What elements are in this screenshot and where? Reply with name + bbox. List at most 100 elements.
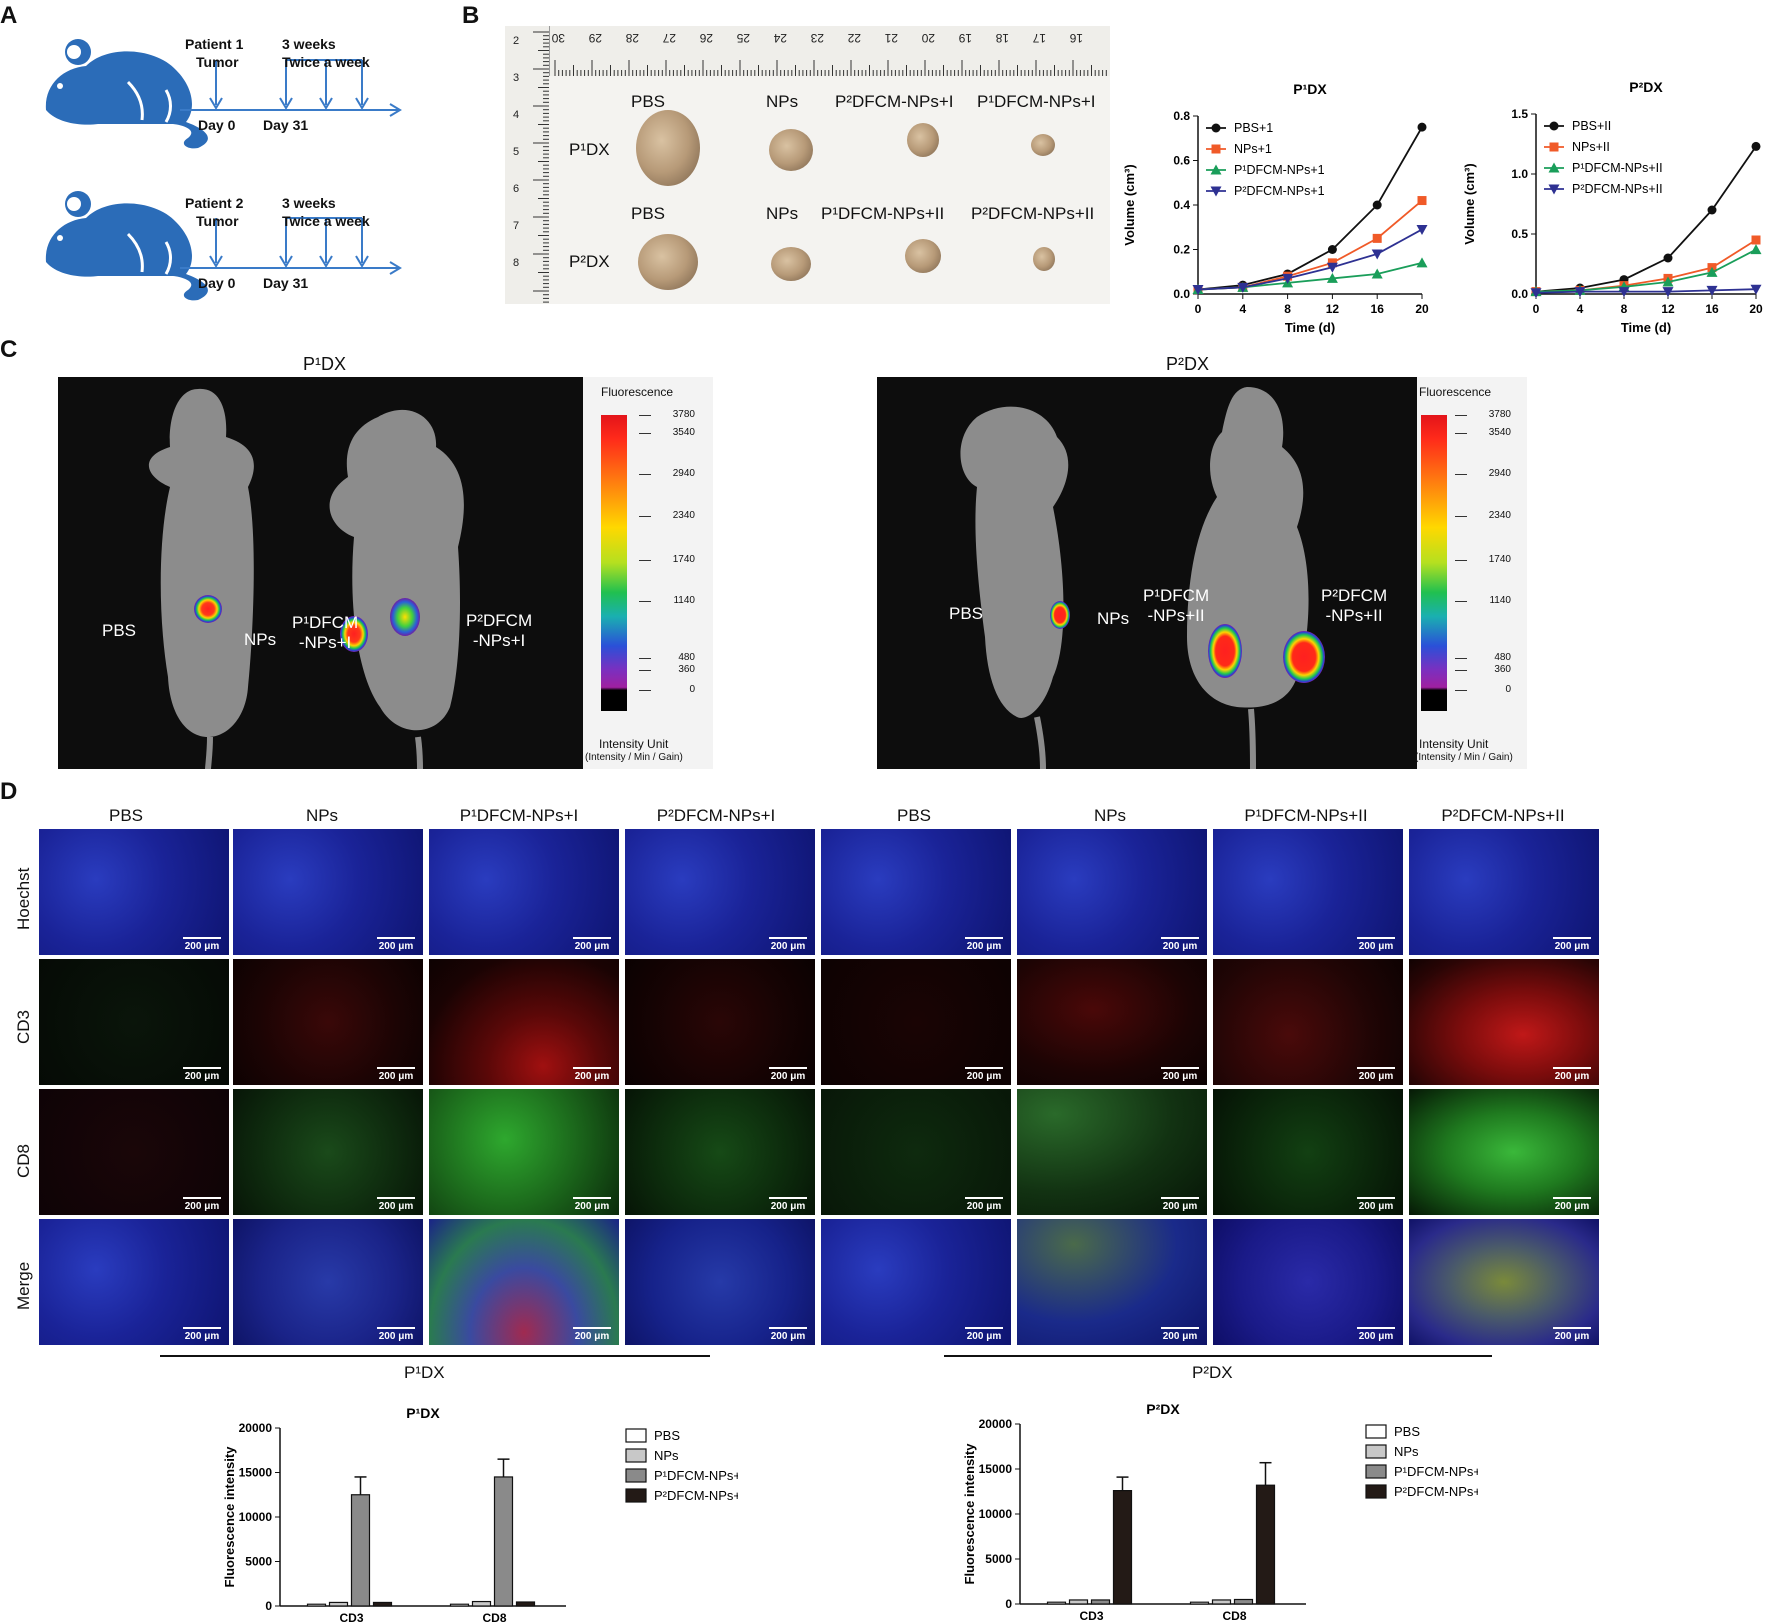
bar xyxy=(1068,1599,1089,1605)
y-tick-label: 0.5 xyxy=(1511,227,1528,241)
scale-bar: 200 μm xyxy=(1357,1197,1395,1212)
microscopy-image: 200 μm xyxy=(1212,1218,1404,1346)
scale-tick xyxy=(1455,690,1467,692)
day0-label: Day 0 xyxy=(198,117,236,133)
y-tick-label: 1.0 xyxy=(1511,167,1528,181)
scale-bar: 200 μm xyxy=(573,1067,611,1082)
ruler-number: 30 xyxy=(551,31,565,45)
microscopy-image: 200 μm xyxy=(1408,1088,1600,1216)
tumor-label: Tumor xyxy=(196,213,239,229)
y-tick-label: 0 xyxy=(1005,1597,1012,1611)
scale-bar-label: 200 μm xyxy=(1358,941,1394,952)
scale-bar-label: 200 μm xyxy=(1554,1071,1590,1082)
microscopy-image: 200 μm xyxy=(820,828,1012,956)
image-title: P²DX xyxy=(1166,354,1210,374)
x-tick-label: 8 xyxy=(1284,302,1291,316)
scale-tick-label: 3540 xyxy=(1488,426,1511,438)
scale-bar: 200 μm xyxy=(1357,1067,1395,1082)
series-line xyxy=(1535,248,1757,293)
scale-tick-label: 1140 xyxy=(673,595,695,607)
ruler-number: 23 xyxy=(810,31,824,45)
column-header: PBS xyxy=(896,806,932,825)
photo-col-label: NPs xyxy=(766,92,799,111)
legend-label: P¹DFCM-NPs+1 xyxy=(1234,163,1325,177)
ivis-scale-left: Fluorescence Intensity Unit (Intensity /… xyxy=(583,377,713,769)
microscopy-image: 200 μm xyxy=(1408,1218,1600,1346)
scale-bar-label: 200 μm xyxy=(184,1331,220,1342)
legend-marker xyxy=(1548,184,1560,195)
scale-bar-label: 200 μm xyxy=(574,1201,610,1212)
ruler-number: 17 xyxy=(1032,31,1046,45)
x-tick-label: 0 xyxy=(1195,302,1202,316)
legend-swatch xyxy=(625,1428,647,1443)
data-point xyxy=(1192,285,1204,296)
microscopy-image: 200 μm xyxy=(428,828,620,956)
microscopy-image: 200 μm xyxy=(428,1218,620,1346)
group-line xyxy=(944,1355,1492,1357)
scale-title: Fluorescence xyxy=(601,385,674,399)
mouse-label: P¹DFCM -NPs+II xyxy=(1143,586,1210,625)
panel-letter-a: A xyxy=(0,2,18,29)
scale-bar: 200 μm xyxy=(573,1197,611,1212)
scale-title: Fluorescence xyxy=(1419,385,1492,399)
data-point xyxy=(1662,287,1674,298)
tumor-label: Tumor xyxy=(196,54,239,70)
photo-col-label: PBS xyxy=(631,92,666,111)
duration-label: 3 weeks xyxy=(282,195,336,211)
ivis-image-left: PBS NPs P¹DFCM -NPs+I P²DFCM -NPs+I xyxy=(58,377,583,770)
data-point xyxy=(1416,257,1428,268)
y-tick-label: 0.0 xyxy=(1173,287,1190,301)
scale-bar-label: 200 μm xyxy=(770,1201,806,1212)
y-tick-label: 0 xyxy=(265,1599,272,1613)
mouse-body xyxy=(329,409,464,731)
scale-bar: 200 μm xyxy=(769,1197,807,1212)
scale-bar: 200 μm xyxy=(377,1327,415,1342)
scale-bar: 200 μm xyxy=(1553,1067,1591,1082)
scale-unit-sub: (Intensity / Min / Gain) xyxy=(585,752,683,763)
ruler-number: 4 xyxy=(513,109,519,121)
timeline-arrows xyxy=(180,59,402,275)
mouse-label: P¹DFCM -NPs+I xyxy=(292,613,359,652)
x-tick-label: CD3 xyxy=(1079,1609,1103,1623)
scale-bar: 200 μm xyxy=(965,1067,1003,1082)
legend-label: NPs+II xyxy=(1572,140,1610,154)
legend-label: P¹DFCM-NPs+I xyxy=(654,1468,738,1483)
legend-label: NPs+1 xyxy=(1234,142,1272,156)
data-point xyxy=(1706,266,1718,277)
fluorescence-signal xyxy=(1050,601,1070,629)
x-tick-label: 12 xyxy=(1326,302,1340,316)
scale-bar: 200 μm xyxy=(1161,1327,1199,1342)
scale-tick xyxy=(639,601,651,603)
y-axis-label: Fluorescence intensity xyxy=(222,1446,237,1588)
scale-bar-label: 200 μm xyxy=(1162,1201,1198,1212)
row-header: Hoechst xyxy=(14,867,33,930)
scale-bar-label: 200 μm xyxy=(1554,1331,1590,1342)
row-header: Merge xyxy=(14,1261,33,1310)
legend-marker xyxy=(1210,186,1222,197)
ruler-number: 27 xyxy=(662,31,676,45)
scale-bar: 200 μm xyxy=(769,1067,807,1082)
scale-bar-label: 200 μm xyxy=(574,1071,610,1082)
legend-label: P²DFCM-NPs+II xyxy=(1572,182,1663,196)
mouse-icon xyxy=(45,191,208,301)
microscopy-image: 200 μm xyxy=(38,958,230,1086)
legend-label: P²DFCM-NPs+I xyxy=(1394,1484,1478,1499)
panel-letter-b: B xyxy=(462,2,480,29)
microscopy-image: 200 μm xyxy=(820,958,1012,1086)
scale-tick-label: 1140 xyxy=(1489,595,1511,607)
bar xyxy=(1112,1489,1133,1605)
scale-bar-label: 200 μm xyxy=(966,1071,1002,1082)
scale-tick xyxy=(1455,560,1467,562)
color-scale-bar xyxy=(601,415,627,711)
scale-bar-label: 200 μm xyxy=(966,941,1002,952)
scale-bar-label: 200 μm xyxy=(770,1331,806,1342)
legend-swatch xyxy=(625,1468,647,1483)
scale-bar: 200 μm xyxy=(965,1197,1003,1212)
tumor-specimen xyxy=(905,239,941,273)
bar xyxy=(493,1476,514,1607)
scale-tick-label: 480 xyxy=(678,651,695,663)
column-header: PBS xyxy=(108,806,144,825)
series-1 xyxy=(1193,196,1427,295)
frequency-label: Twice a week xyxy=(282,213,370,229)
scale-tick-label: 1740 xyxy=(1488,554,1511,566)
